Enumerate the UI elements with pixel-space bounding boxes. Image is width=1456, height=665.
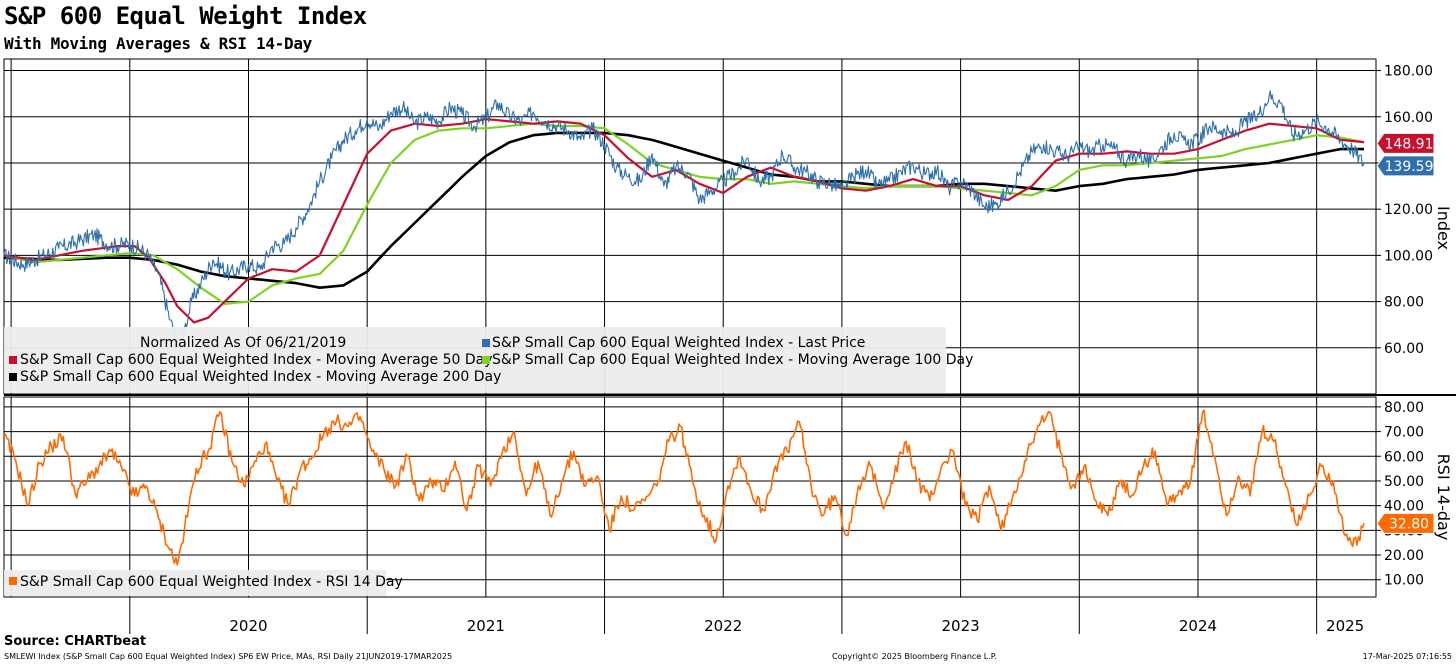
legend-swatch-ma100 bbox=[482, 356, 490, 364]
legend-label-ma50: S&P Small Cap 600 Equal Weighted Index -… bbox=[20, 352, 493, 368]
price-legend-bg bbox=[4, 327, 946, 393]
rsi-y-tick-label: 60.00 bbox=[1384, 449, 1424, 465]
rsi-axis-title: RSI 14-day bbox=[1434, 454, 1453, 541]
rsi-series-group bbox=[3, 409, 1365, 566]
price-axis-title: Index bbox=[1434, 206, 1453, 250]
rsi-y-tick-label: 50.00 bbox=[1384, 474, 1424, 490]
rsi-y-tick-label: 40.00 bbox=[1384, 499, 1424, 515]
footer-center: Copyright© 2025 Bloomberg Finance L.P. bbox=[832, 652, 997, 661]
series-line-rsi bbox=[3, 409, 1365, 566]
last-value-tag-price: 139.59 bbox=[1376, 155, 1435, 177]
price-y-tick-label: 180.00 bbox=[1384, 64, 1433, 80]
legend-swatch-ma200 bbox=[9, 373, 17, 381]
footer-right: 17-Mar-2025 07:16:55 bbox=[1362, 652, 1452, 661]
last-value-tag-price-shape bbox=[1376, 155, 1435, 177]
x-tick-label: 2025 bbox=[1326, 617, 1364, 635]
price-y-tick-label: 60.00 bbox=[1384, 341, 1424, 357]
rsi-y-tick-label: 10.00 bbox=[1384, 573, 1424, 589]
x-tick-label: 2022 bbox=[704, 617, 742, 635]
legend-swatch-ma50 bbox=[9, 356, 17, 364]
last-value-tag-rsi-text: 32.80 bbox=[1389, 516, 1429, 532]
price-y-tick-label: 120.00 bbox=[1384, 202, 1433, 218]
last-value-tag-price-text: 139.59 bbox=[1385, 159, 1434, 175]
legend-label-ma100: S&P Small Cap 600 Equal Weighted Index -… bbox=[492, 352, 973, 368]
rsi-legend: S&P Small Cap 600 Equal Weighted Index -… bbox=[4, 570, 403, 596]
x-tick-label: 2020 bbox=[229, 617, 267, 635]
x-tick-label: 2024 bbox=[1179, 617, 1217, 635]
source-note: Source: CHARTbeat bbox=[4, 634, 147, 649]
rsi-grid bbox=[4, 397, 1376, 597]
legend-normalized-note: Normalized As Of 06/21/2019 bbox=[140, 335, 346, 351]
series-line-ma200 bbox=[3, 131, 1365, 289]
last-value-tag-ma50-text: 148.91 bbox=[1385, 136, 1434, 152]
price-y-tick-label: 100.00 bbox=[1384, 248, 1433, 264]
rsi-y-tick-label: 80.00 bbox=[1384, 400, 1424, 416]
last-value-tag-rsi: 32.80 bbox=[1376, 512, 1435, 534]
x-axis: 2019202020212022202320242025 bbox=[4, 596, 1376, 635]
last-value-tag-ma50: 148.91 bbox=[1376, 132, 1435, 154]
last-value-tag-rsi-shape bbox=[1376, 512, 1435, 534]
legend-swatch-price bbox=[482, 339, 490, 347]
last-value-tag-ma50-shape bbox=[1376, 132, 1435, 154]
price-legend: Normalized As Of 06/21/2019 S&P Small Ca… bbox=[4, 327, 973, 393]
last-value-tags: 148.91 139.59 32.80 bbox=[1376, 132, 1435, 534]
series-line-price bbox=[3, 90, 1365, 350]
rsi-legend-bg bbox=[4, 570, 386, 596]
rsi-y-tick-label: 20.00 bbox=[1384, 548, 1424, 564]
rsi-y-tick-label: 70.00 bbox=[1384, 425, 1424, 441]
footer-left: SMLEWI Index (S&P Small Cap 600 Equal We… bbox=[4, 652, 453, 661]
legend-swatch-rsi bbox=[9, 577, 17, 585]
price-y-tick-label: 80.00 bbox=[1384, 295, 1424, 311]
legend-label-rsi: S&P Small Cap 600 Equal Weighted Index -… bbox=[20, 574, 403, 590]
price-y-tick-label: 160.00 bbox=[1384, 110, 1433, 126]
price-series-group bbox=[3, 90, 1365, 350]
x-tick-label: 2021 bbox=[467, 617, 505, 635]
chart-subtitle: With Moving Averages & RSI 14-Day bbox=[4, 34, 312, 53]
legend-label-price: S&P Small Cap 600 Equal Weighted Index -… bbox=[492, 335, 865, 351]
legend-label-ma200: S&P Small Cap 600 Equal Weighted Index -… bbox=[20, 369, 501, 385]
chart-title: S&P 600 Equal Weight Index bbox=[4, 2, 367, 30]
x-tick-label: 2023 bbox=[942, 617, 980, 635]
series-line-ma100 bbox=[3, 122, 1365, 305]
